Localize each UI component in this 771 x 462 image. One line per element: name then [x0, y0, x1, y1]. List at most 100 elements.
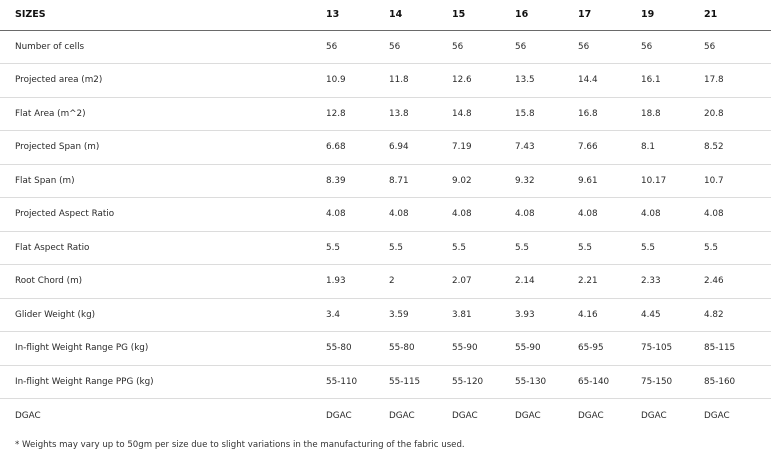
cell-value: 1.93 — [326, 264, 389, 299]
table-row: In-flight Weight Range PPG (kg) 55-110 55-… — [0, 365, 771, 399]
size-header: 21 — [704, 0, 771, 31]
cell-value: 55-120 — [452, 365, 515, 399]
row-label: In-flight Weight Range PPG (kg) — [0, 365, 326, 399]
table-row: Number of cells 56 56 56 56 56 56 56 — [0, 30, 771, 64]
cell-value: 10.7 — [704, 164, 771, 198]
cell-value: 5.5 — [641, 231, 704, 265]
cell-value: 4.82 — [704, 298, 771, 332]
cell-value: DGAC — [704, 410, 730, 421]
cell-value: 2.46 — [704, 264, 771, 299]
sizes-spec-table: SIZES 13 14 15 16 17 19 21 Number of cel… — [0, 0, 771, 433]
cell-value: 2 — [389, 264, 452, 299]
cell-value: 56 — [515, 30, 578, 64]
cell-value: 55-80 — [326, 331, 389, 366]
cell-value: 65-140 — [578, 365, 641, 399]
cell-value: 3.4 — [326, 298, 389, 332]
table-row: Projected Span (m) 6.68 6.94 7.19 7.43 7.66 8.… — [0, 130, 771, 165]
cell-value: 56 — [641, 30, 704, 64]
table-header-row: SIZES 13 14 15 16 17 19 21 — [0, 0, 771, 31]
cell-value: 55-115 — [389, 365, 452, 399]
row-label: Projected Aspect Ratio — [0, 197, 326, 232]
table-row: In-flight Weight Range PG (kg) 55-80 55-80… — [0, 331, 771, 366]
cell-value: 3.81 — [452, 298, 515, 332]
cell-value: 8.71 — [389, 164, 452, 198]
cell-value: 56 — [578, 30, 641, 64]
row-label: Projected Span (m) — [0, 130, 326, 165]
sizes-header: SIZES — [0, 0, 326, 31]
table-row: Projected area (m2) 10.9 11.8 12.6 13.5 14.4 1… — [0, 63, 771, 98]
cell-value: 11.8 — [389, 63, 452, 98]
cell-value: 16.1 — [641, 63, 704, 98]
row-label: DGAC — [15, 410, 41, 421]
cell-value: DGAC — [578, 410, 604, 421]
table-row: Flat Span (m) 8.39 8.71 9.02 9.32 9.61 10.17 10… — [0, 164, 771, 198]
row-label: Flat Area (m^2) — [0, 97, 326, 131]
cell-value: 3.59 — [389, 298, 452, 332]
cell-value: 55-80 — [389, 331, 452, 366]
cell-value: 4.08 — [578, 197, 641, 232]
cell-value: 12.8 — [326, 97, 389, 131]
cell-value: 4.08 — [326, 197, 389, 232]
cell-value: 5.5 — [578, 231, 641, 265]
size-header: 13 — [326, 0, 389, 31]
cell-value: 18.8 — [641, 97, 704, 131]
cell-value: DGAC — [515, 410, 541, 421]
cell-value: 65-95 — [578, 331, 641, 366]
cell-value: 85-160 — [704, 365, 771, 399]
row-label: Glider Weight (kg) — [0, 298, 326, 332]
cell-value: DGAC — [389, 410, 415, 421]
cell-value: 8.1 — [641, 130, 704, 165]
cell-value: 4.08 — [389, 197, 452, 232]
cell-value: 20.8 — [704, 97, 771, 131]
cell-value: 75-105 — [641, 331, 704, 366]
cell-value: 55-130 — [515, 365, 578, 399]
row-label: Projected area (m2) — [0, 63, 326, 98]
row-label: Number of cells — [0, 30, 326, 64]
cell-value: 12.6 — [452, 63, 515, 98]
cell-value: 13.5 — [515, 63, 578, 98]
cell-value: 85-115 — [704, 331, 771, 366]
table-row: Flat Area (m^2) 12.8 13.8 14.8 15.8 16.8 18.8 2… — [0, 97, 771, 131]
size-header: 17 — [578, 0, 641, 31]
table-row: DGAC DGAC DGAC DGAC DGAC DGAC DGAC DGAC — [0, 399, 771, 433]
cell-value: 55-90 — [515, 331, 578, 366]
cell-value: 4.08 — [515, 197, 578, 232]
size-header: 16 — [515, 0, 578, 31]
cell-value: 4.08 — [452, 197, 515, 232]
table-row: Projected Aspect Ratio 4.08 4.08 4.08 4.08 4.… — [0, 197, 771, 232]
row-label: Flat Span (m) — [0, 164, 326, 198]
cell-value: 4.08 — [641, 197, 704, 232]
table-row: Root Chord (m) 1.93 2 2.07 2.14 2.21 2.33 2.46 — [0, 264, 771, 299]
cell-value: 10.17 — [641, 164, 704, 198]
cell-value: 9.61 — [578, 164, 641, 198]
cell-value: 15.8 — [515, 97, 578, 131]
size-header: 15 — [452, 0, 515, 31]
cell-value: 8.39 — [326, 164, 389, 198]
cell-value: DGAC — [641, 410, 667, 421]
cell-value: 56 — [389, 30, 452, 64]
cell-value: 2.33 — [641, 264, 704, 299]
cell-value: 14.4 — [578, 63, 641, 98]
cell-value: 6.68 — [326, 130, 389, 165]
cell-value: 10.9 — [326, 63, 389, 98]
cell-value: 7.43 — [515, 130, 578, 165]
cell-value: 55-110 — [326, 365, 389, 399]
cell-value: 3.93 — [515, 298, 578, 332]
cell-value: 4.16 — [578, 298, 641, 332]
cell-value: 8.52 — [704, 130, 771, 165]
cell-value: 5.5 — [326, 231, 389, 265]
cell-value: 75-150 — [641, 365, 704, 399]
cell-value: 2.14 — [515, 264, 578, 299]
cell-value: DGAC — [326, 410, 352, 421]
cell-value: 7.19 — [452, 130, 515, 165]
size-header: 19 — [641, 0, 704, 31]
cell-value: 5.5 — [389, 231, 452, 265]
cell-value: 13.8 — [389, 97, 452, 131]
weight-footnote: * Weights may vary up to 50gm per size d… — [15, 440, 465, 450]
cell-value: 2.07 — [452, 264, 515, 299]
cell-value: DGAC — [452, 410, 478, 421]
cell-value: 56 — [452, 30, 515, 64]
cell-value: 17.8 — [704, 63, 771, 98]
cell-value: 6.94 — [389, 130, 452, 165]
row-label: Flat Aspect Ratio — [0, 231, 326, 265]
